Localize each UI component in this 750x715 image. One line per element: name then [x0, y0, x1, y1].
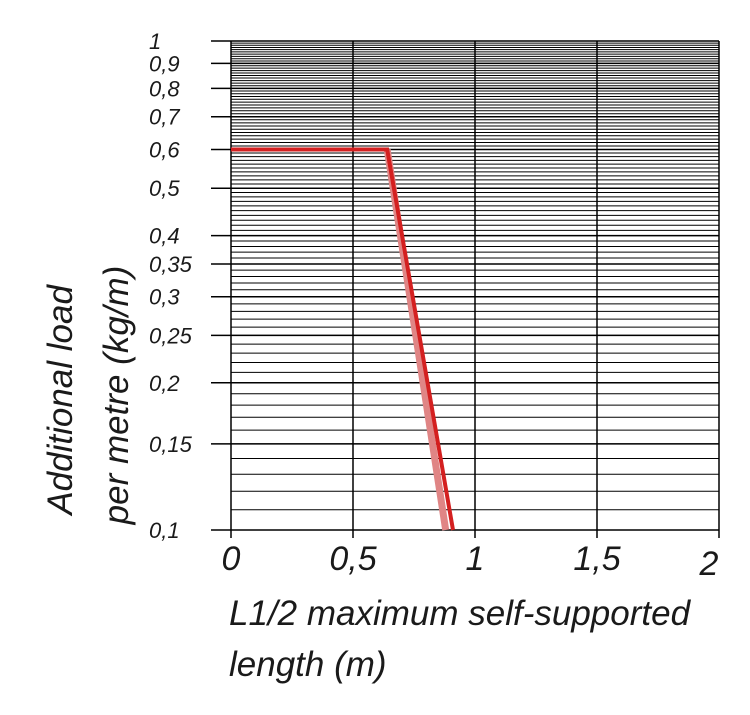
y-tick-labels: 10,90,8 0,7 0,6 0,5 0,4 0,35 0,3 0,25 0,2 0,15 0,1: [149, 29, 193, 543]
x-axis-title-line-1: L1/2 maximum self-supported: [229, 594, 692, 633]
y-axis-title-line-1: Additional load: [41, 284, 80, 517]
x-axis-title: L1/2 maximum self-supported length (m): [229, 594, 700, 684]
y-tick-label: 0,4: [149, 224, 180, 249]
y-axis-title-line-2: per metre (kg/m): [97, 266, 136, 526]
series-line: [231, 147, 455, 531]
y-tick-label: 0,25: [149, 323, 193, 348]
y-tick-label: 1: [149, 29, 161, 54]
x-tick-label: 1,5: [573, 540, 620, 578]
y-tick-label: 0,1: [149, 518, 180, 543]
x-tick-label: 0: [222, 540, 241, 578]
y-tick-label: 0,5: [149, 176, 180, 201]
y-tick-label: 0,2: [149, 371, 180, 396]
y-axis-title: Additional load per metre (kg/m): [41, 266, 136, 526]
y-tick-label: 0,9: [149, 51, 180, 76]
y-tick-label: 0,3: [149, 285, 180, 310]
x-tick-label: 1: [466, 540, 485, 578]
y-tick-label: 0,8: [149, 76, 180, 101]
x-tick-label: 2: [699, 545, 719, 583]
y-tick-label: 0,35: [149, 252, 193, 277]
series-layer: [231, 147, 455, 531]
y-tick-label: 0,6: [149, 137, 180, 162]
x-tick-labels: 0 0,5 1 1,5 2: [222, 540, 719, 583]
x-tick-label: 0,5: [329, 540, 376, 578]
x-axis-title-line-2: length (m): [229, 645, 387, 684]
y-tick-label: 0,7: [149, 105, 180, 130]
grid: [211, 40, 720, 538]
y-tick-label: 0,15: [149, 432, 193, 457]
